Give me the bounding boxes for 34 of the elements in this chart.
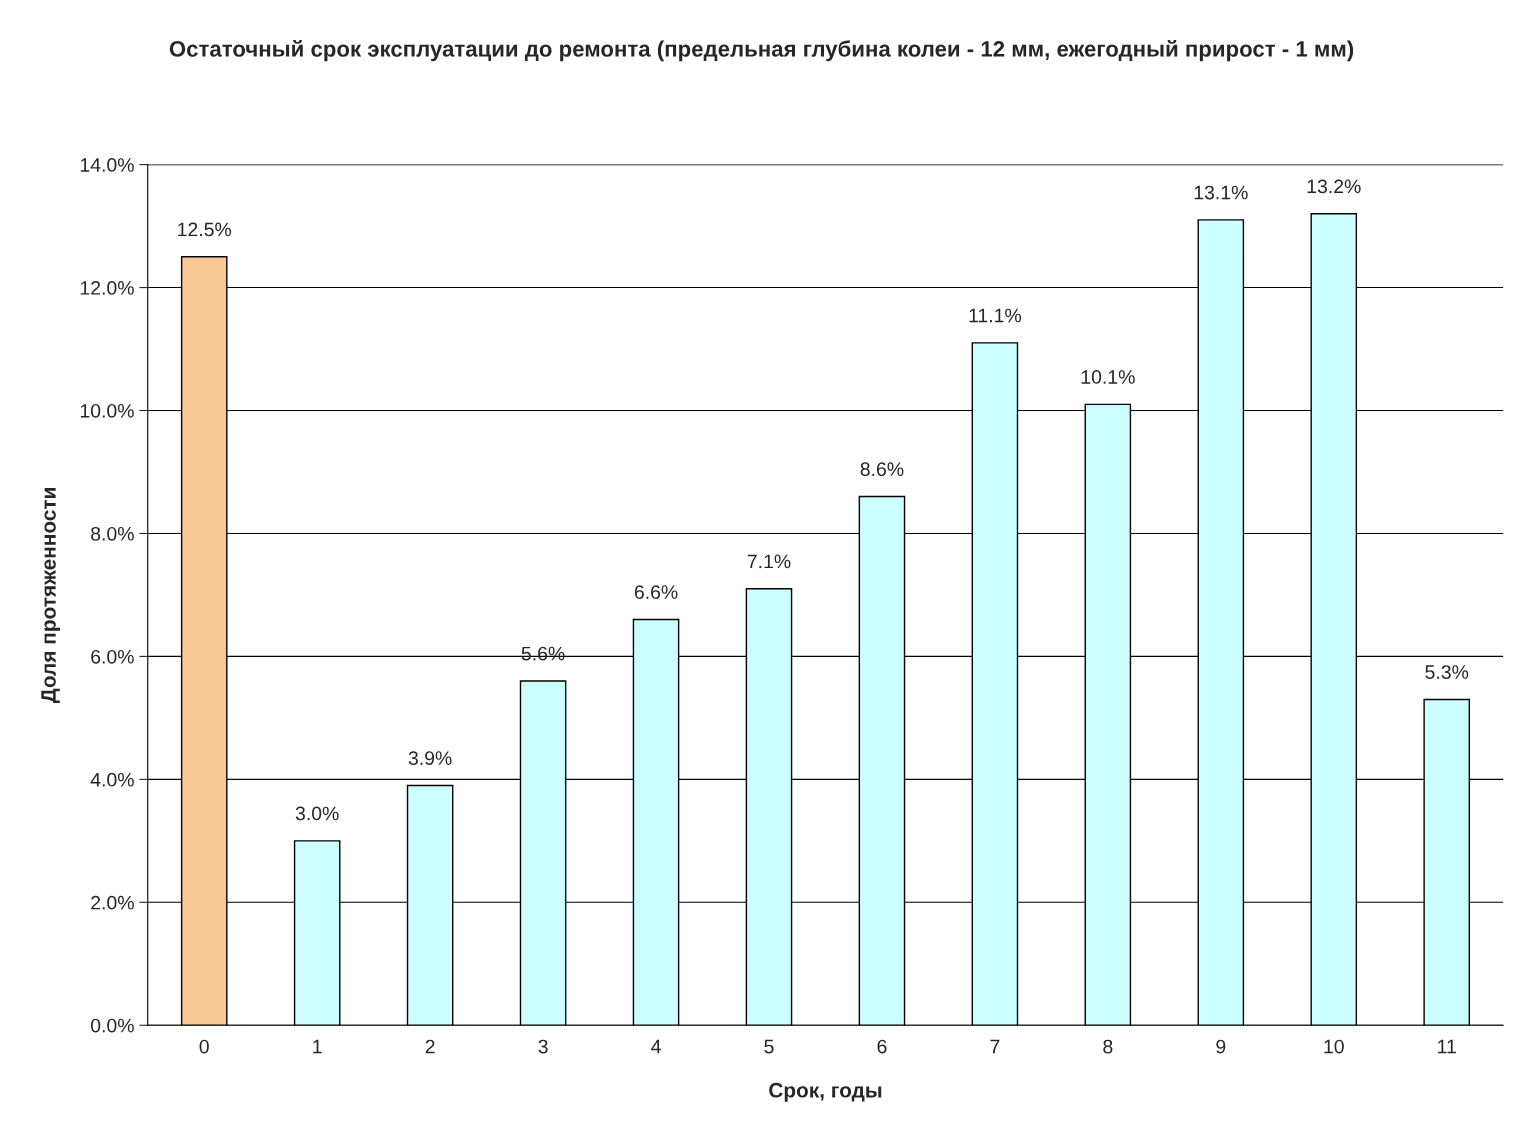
- data-label: 13.2%: [1307, 179, 1361, 194]
- x-tick-label: 3: [538, 1039, 548, 1054]
- y-tick-label: 6.0%: [91, 649, 134, 664]
- x-tick-label: 5: [764, 1039, 774, 1054]
- y-tick-label: 14.0%: [80, 158, 134, 172]
- y-axis-title: Доля протяженности: [41, 488, 60, 704]
- data-label: 12.5%: [178, 222, 232, 237]
- y-tick-label: 8.0%: [91, 526, 134, 541]
- data-label: 13.1%: [1194, 185, 1248, 200]
- y-tick-label: 12.0%: [80, 281, 134, 295]
- x-tick-label: 0: [199, 1039, 209, 1054]
- x-tick-label: 10: [1324, 1039, 1344, 1054]
- x-tick-label: 6: [877, 1039, 887, 1054]
- data-label: 5.3%: [1425, 665, 1469, 679]
- x-tick-label: 7: [990, 1039, 1000, 1054]
- x-tick-label: 9: [1216, 1039, 1226, 1054]
- y-tick-label: 10.0%: [80, 403, 134, 418]
- x-tick-label: 11: [1438, 1039, 1456, 1054]
- data-label: 3.0%: [295, 806, 339, 821]
- data-label: 7.1%: [747, 554, 791, 569]
- data-label: 10.1%: [1081, 370, 1135, 384]
- chart-title: Остаточный срок эксплуатации до ремонта (предельная глубина колеи - 12 мм, ежегодный прирост - 1 мм): [169, 40, 1354, 62]
- y-tick-label: 4.0%: [90, 772, 134, 787]
- x-tick-label: 1: [313, 1039, 322, 1054]
- data-label: 3.9%: [408, 751, 452, 765]
- x-tick-label: 4: [651, 1039, 661, 1054]
- y-tick-label: 2.0%: [91, 895, 134, 910]
- data-label: 8.6%: [860, 462, 904, 477]
- x-tick-label: 8: [1103, 1039, 1113, 1054]
- x-tick-label: 2: [425, 1039, 435, 1054]
- data-label: 6.6%: [634, 585, 678, 600]
- data-label: 11.1%: [969, 308, 1022, 323]
- y-tick-label: 0.0%: [90, 1018, 134, 1033]
- x-axis-title: Срок, годы: [769, 1082, 882, 1102]
